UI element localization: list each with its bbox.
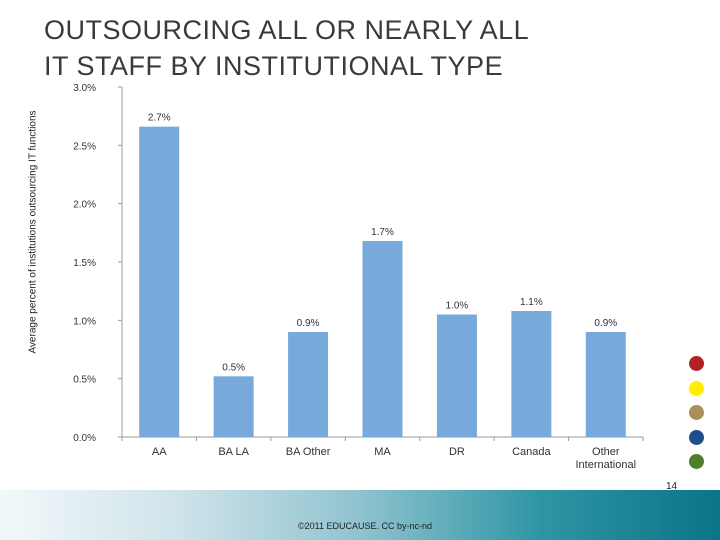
x-category-label: MA [374,446,391,458]
bar [362,241,403,437]
color-dot [689,429,704,445]
data-label: 1.1% [520,297,543,308]
y-tick-label: 2.5% [73,141,96,152]
y-tick-label: 2.0% [73,200,96,211]
bar [288,332,329,437]
x-category-label: Other [592,446,620,458]
data-label: 0.9% [594,318,617,329]
title-line-1: OUTSOURCING ALL OR NEARLY ALL [44,15,530,45]
x-category-label: BA LA [218,446,249,458]
bar [139,126,180,438]
y-tick-label: 0.0% [73,433,96,444]
y-tick-label: 1.0% [73,316,96,327]
footer-band [0,490,720,540]
color-dot [689,380,704,396]
color-dot [689,454,704,469]
y-tick-label: 1.5% [73,258,96,269]
bar [436,314,477,437]
bar [585,332,626,437]
data-label: 0.9% [297,318,320,329]
slide-title: OUTSOURCING ALL OR NEARLY ALL IT STAFF BY… [44,12,529,84]
data-label: 1.0% [446,301,469,312]
bar [511,311,552,437]
x-category-label: DR [449,446,465,458]
color-dot [689,356,704,371]
x-category-label: Canada [512,446,551,458]
bar-chart: 0.0% 0.5% 1.0% 1.5% 2.0% 2.5% 3.0% 2.7% AA 0.5% BA… [73,83,644,471]
x-category-label: AA [152,446,167,458]
y-tick-label: 3.0% [73,83,96,94]
color-dot [689,405,704,420]
x-category-label: International [576,459,637,471]
copyright: ©2011 EDUCAUSE. CC by-nc-nd [298,521,433,531]
data-label: 2.7% [148,113,171,124]
bar [213,376,254,437]
data-label: 0.5% [222,362,245,373]
y-tick-label: 0.5% [73,375,96,386]
x-category-label: BA Other [286,446,331,458]
page-number: 14 [666,481,678,492]
data-label: 1.7% [371,227,394,238]
title-line-2: IT STAFF BY INSTITUTIONAL TYPE [44,51,504,81]
